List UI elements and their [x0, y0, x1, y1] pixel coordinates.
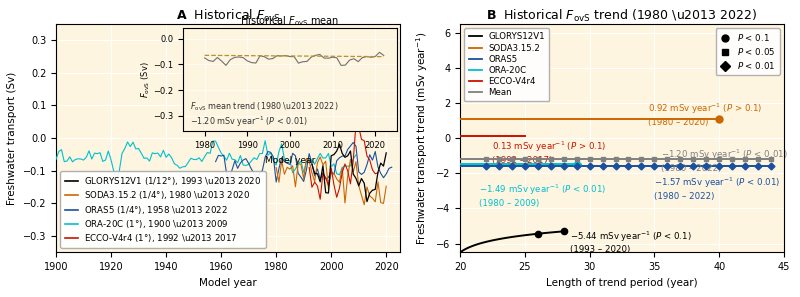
X-axis label: Length of trend period (year): Length of trend period (year)	[546, 278, 698, 288]
Legend: GLORYS12V1 (1/12$\degree$), 1993 \u2013 2020, SODA3.15.2 (1/4$\degree$), 1980 \u: GLORYS12V1 (1/12$\degree$), 1993 \u2013 …	[60, 171, 266, 248]
Text: 0.13 mSv year$^{-1}$ ($P$ > 0.1)
(1992 – 2017): 0.13 mSv year$^{-1}$ ($P$ > 0.1) (1992 –…	[492, 140, 607, 165]
Text: $-$1.57 mSv year$^{-1}$ ($P$ < 0.01)
(1980 – 2022): $-$1.57 mSv year$^{-1}$ ($P$ < 0.01) (19…	[654, 176, 781, 201]
Text: $-$5.44 mSv year$^{-1}$ ($P$ < 0.1)
(1993 – 2020): $-$5.44 mSv year$^{-1}$ ($P$ < 0.1) (199…	[570, 230, 692, 255]
X-axis label: Model year: Model year	[199, 278, 257, 288]
Title: $\bf{A}$  Historical $F_{\rm ovS}$: $\bf{A}$ Historical $F_{\rm ovS}$	[175, 8, 281, 24]
Title: $\bf{B}$  Historical $F_{\rm ovS}$ trend (1980 \u2013 2022): $\bf{B}$ Historical $F_{\rm ovS}$ trend …	[486, 8, 758, 24]
Text: $-$1.49 mSv year$^{-1}$ ($P$ < 0.01)
(1980 – 2009): $-$1.49 mSv year$^{-1}$ ($P$ < 0.01) (19…	[479, 183, 606, 208]
Text: 0.92 mSv year$^{-1}$ ($P$ > 0.1)
(1980 – 2020): 0.92 mSv year$^{-1}$ ($P$ > 0.1) (1980 –…	[648, 102, 762, 127]
Y-axis label: Freshwater transport (Sv): Freshwater transport (Sv)	[7, 72, 18, 205]
Legend: $P$ < 0.1, $P$ < 0.05, $P$ < 0.01: $P$ < 0.1, $P$ < 0.05, $P$ < 0.01	[715, 28, 780, 75]
Text: $-$1.20 mSv year$^{-1}$ ($P$ < 0.01)
(1980 – 2022): $-$1.20 mSv year$^{-1}$ ($P$ < 0.01) (19…	[661, 148, 787, 173]
Y-axis label: Freshwater transport trend (mSv year$^{-1}$): Freshwater transport trend (mSv year$^{-…	[414, 31, 430, 245]
